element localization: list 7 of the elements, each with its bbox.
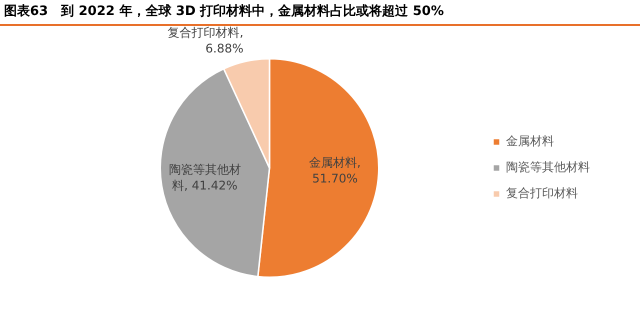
data-label: 复合打印材料, 6.88% — [168, 26, 244, 56]
legend-label: 金属材料 — [506, 134, 554, 148]
chart-title: 图表63 到 2022 年，全球 3D 打印材料中，金属材料占比或将超过 50% — [0, 0, 640, 26]
legend-label: 陶瓷等其他材料 — [506, 160, 590, 174]
legend-label: 复合打印材料 — [506, 186, 578, 200]
data-label: 金属材料, 51.70% — [309, 156, 361, 186]
data-label: 陶瓷等其他材料, 41.42% — [168, 162, 241, 193]
